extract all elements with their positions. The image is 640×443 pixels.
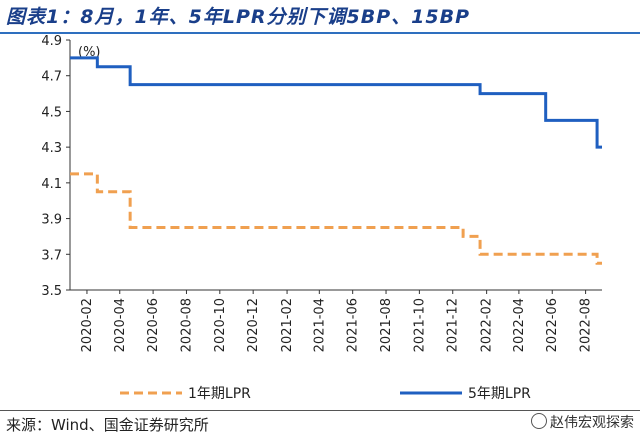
x-tick-label: 2020-06	[146, 298, 161, 352]
x-tick-label: 2021-02	[280, 298, 295, 352]
y-tick-label: 3.7	[41, 248, 62, 263]
title-divider	[0, 32, 640, 34]
legend-label: 1年期LPR	[188, 386, 251, 402]
x-tick-label: 2021-04	[312, 298, 327, 352]
x-tick-label: 2020-10	[213, 298, 228, 352]
legend-label: 5年期LPR	[468, 386, 531, 402]
x-tick-label: 2020-02	[80, 298, 95, 352]
x-tick-label: 2021-06	[346, 298, 361, 352]
chart-axes: 3.5 3.7 3.9 4.1 4.3 4.5 4.7 4.9 (%) 2020-02 2020-0…	[41, 34, 602, 352]
source-note: 来源：Wind、国金证券研究所	[6, 416, 209, 434]
series-line-one-year	[70, 172, 602, 265]
x-tick-label: 2021-10	[412, 298, 427, 352]
wechat-icon	[531, 413, 547, 429]
chart-legend: 1年期LPR 5年期LPR	[120, 386, 531, 402]
x-tick-label: 2020-12	[246, 298, 261, 352]
series-line-five-year	[70, 56, 602, 149]
y-axis-unit-label: (%)	[78, 45, 101, 60]
x-tick-label: 2022-04	[512, 298, 527, 352]
x-tick-label: 2022-06	[545, 298, 560, 352]
y-tick-label: 3.9	[41, 213, 62, 228]
x-tick-label: 2022-08	[579, 298, 594, 352]
x-tick-label: 2022-02	[480, 298, 495, 352]
y-tick-label: 4.1	[41, 177, 62, 192]
y-tick-label: 4.5	[41, 105, 62, 120]
y-tick-label: 4.7	[41, 70, 62, 85]
x-tick-label: 2020-04	[113, 298, 128, 352]
watermark: 赵伟宏观探索	[531, 412, 634, 432]
y-tick-label: 4.3	[41, 141, 62, 156]
y-tick-label: 4.9	[41, 34, 62, 49]
y-tick-label: 3.5	[41, 284, 62, 299]
chart-series	[70, 56, 602, 265]
footer-divider	[0, 410, 640, 411]
x-tick-label: 2020-08	[179, 298, 194, 352]
chart-title: 图表1：8月，1年、5年LPR分别下调5BP、15BP	[6, 6, 471, 28]
x-tick-label: 2021-12	[446, 298, 461, 352]
watermark-text: 赵伟宏观探索	[550, 415, 634, 431]
lpr-line-chart: 3.5 3.7 3.9 4.1 4.3 4.5 4.7 4.9 (%) 2020-02 2020-0…	[41, 34, 602, 402]
x-tick-label: 2021-08	[379, 298, 394, 352]
